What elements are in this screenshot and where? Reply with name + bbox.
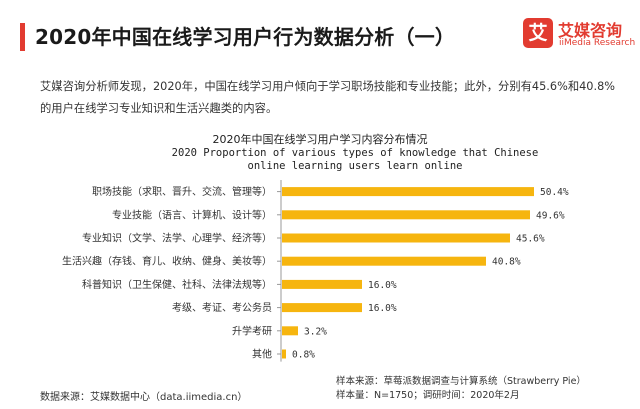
bar (282, 279, 362, 289)
category-label: 科普知识（卫生保健、社科、法律法规等） (82, 278, 272, 291)
category-label: 其他 (252, 348, 272, 361)
bar (282, 233, 510, 243)
bar (282, 187, 534, 197)
title-accent-bar (20, 23, 25, 51)
logo-mark-icon: 艾 (523, 18, 553, 48)
category-label: 考级、考证、考公务员 (172, 301, 272, 314)
sample-source-note: 样本来源：草莓派数据调查与计算系统（Strawberry Pie） (336, 376, 586, 387)
value-label: 16.0% (368, 280, 397, 291)
value-label: 16.0% (368, 303, 397, 314)
brand-logo: 艾 艾媒咨询 iiMedia Research (523, 16, 636, 54)
bar (282, 326, 298, 336)
sample-info-note: 样本量：N=1750；调研时间：2020年2月 (336, 390, 520, 401)
logo-name-en: iiMedia Research (559, 38, 636, 48)
chart-title: 2020年中国在线学习用户学习内容分布情况 (212, 133, 428, 146)
category-label: 专业知识（文学、法学、心理学、经济等） (82, 232, 272, 245)
header-bar: 2020年中国在线学习用户行为数据分析（一） 艾 艾媒咨询 iiMedia Re… (0, 0, 640, 58)
sample-notes: 样本来源：草莓派数据调查与计算系统（Strawberry Pie） 样本量：N=… (336, 375, 586, 403)
value-label: 40.8% (492, 257, 521, 268)
category-label: 职场技能（求职、晋升、交流、管理等） (92, 185, 272, 198)
value-label: 0.8% (292, 350, 315, 361)
bar (282, 256, 486, 266)
chart-subtitle: 2020 Proportion of various types of know… (171, 147, 539, 172)
category-label: 升学考研 (232, 324, 272, 337)
analyst-summary: 艾媒咨询分析师发现，2020年，中国在线学习用户倾向于学习职场技能和专业技能；此… (40, 80, 615, 115)
data-source-note: 数据来源：艾媒数据中心（data.iimedia.cn） (40, 392, 248, 403)
value-label: 50.4% (540, 187, 569, 198)
value-label: 3.2% (304, 326, 327, 337)
value-label: 45.6% (516, 234, 545, 245)
category-label: 生活兴趣（存钱、育儿、收纳、健身、美妆等） (62, 255, 272, 268)
page-title: 2020年中国在线学习用户行为数据分析（一） (35, 25, 456, 49)
bar (282, 349, 286, 359)
bar (282, 303, 362, 313)
value-label: 49.6% (536, 210, 565, 221)
category-label: 专业技能（语言、计算机、设计等） (112, 208, 272, 221)
bar (282, 210, 530, 220)
logo-name-cn: 艾媒咨询 (558, 21, 623, 40)
